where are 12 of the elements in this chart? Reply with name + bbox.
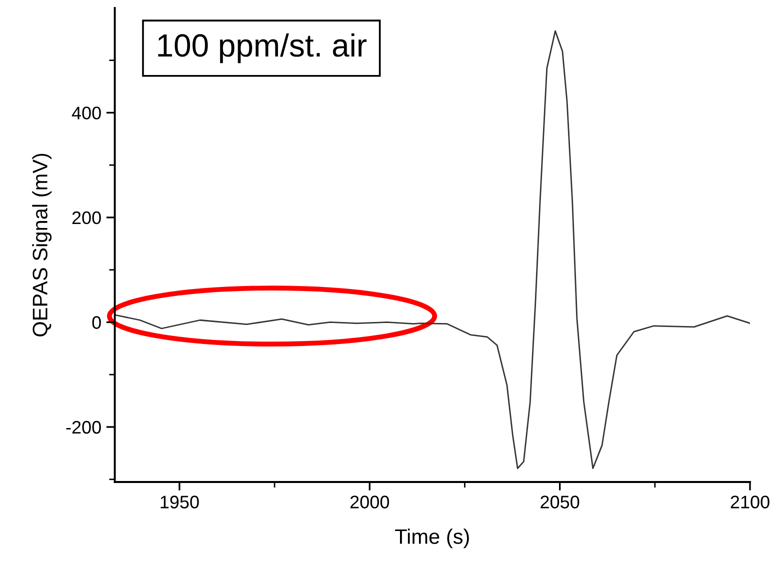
x-axis-title: Time (s) bbox=[395, 528, 469, 548]
y-tick-label: -200 bbox=[66, 420, 101, 434]
y-tick-label: 0 bbox=[92, 316, 101, 329]
annotation: 100 ppm/st. air bbox=[158, 33, 367, 64]
x-tick-label: 2000 bbox=[350, 496, 390, 508]
y-tick-label: 200 bbox=[72, 211, 101, 224]
y-tick-label: 400 bbox=[72, 106, 101, 120]
x-tick-label: 2100 bbox=[730, 496, 770, 508]
line-series bbox=[114, 30, 750, 470]
x-tick-label: 1950 bbox=[160, 496, 199, 508]
x-tick-label: 2050 bbox=[540, 496, 580, 508]
y-axis-title: QEPAS Signal (mV) bbox=[32, 154, 52, 336]
